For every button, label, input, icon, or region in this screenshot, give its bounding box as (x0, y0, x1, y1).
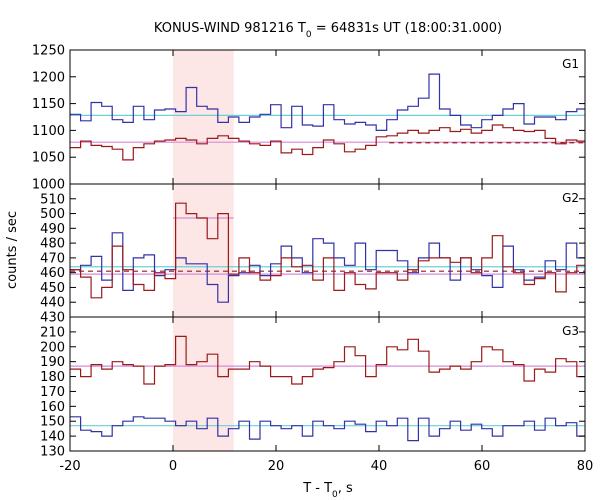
y-tick-label: 490 (40, 222, 65, 237)
y-tick-label: 190 (40, 355, 65, 370)
y-tick-label: 460 (40, 266, 65, 281)
y-tick-label: 1050 (32, 151, 65, 166)
series-blue-g3 (70, 416, 585, 442)
y-tick-label: 1150 (32, 97, 65, 112)
plot-area: 1000 1050 1100 1150 1200 1250 G1 43044045046047… (32, 44, 593, 475)
y-tick-label: 500 (40, 207, 65, 222)
y-tick-label: 210 (40, 325, 65, 340)
shaded-interval (173, 50, 234, 451)
x-tick-label: 60 (474, 459, 491, 474)
y-tick-label: 170 (40, 385, 65, 400)
y-tick-label: 150 (40, 415, 65, 430)
x-axis-label: T - T0, s (302, 481, 353, 500)
panel-frame (69, 49, 586, 185)
y-tick-label: 510 (40, 192, 65, 207)
y-tick-label: 200 (40, 340, 65, 355)
x-tick-label: 40 (371, 459, 388, 474)
y-axis-label: counts / sec (5, 211, 20, 289)
panel-label-g3: G3 (562, 324, 579, 338)
y-tick-label: 470 (40, 251, 65, 266)
series-red-g3 (70, 335, 585, 385)
panel-label-g2: G2 (562, 191, 579, 205)
y-tick-label: 1250 (32, 44, 65, 59)
series-red-g1 (70, 124, 585, 161)
series-red-g2 (70, 202, 585, 299)
y-tick-label: 130 (40, 445, 65, 460)
y-tick-label: 1100 (32, 124, 65, 139)
series-blue-g1 (70, 73, 585, 131)
series-blue-g2 (70, 232, 585, 303)
y-tick-label: 140 (40, 430, 65, 445)
y-tick-label: 480 (40, 237, 65, 252)
y-tick-label: 430 (40, 311, 65, 326)
x-tick-label: 0 (169, 459, 177, 474)
y-tick-label: 180 (40, 370, 65, 385)
x-tick-label: 80 (577, 459, 594, 474)
panel-label-g1: G1 (562, 57, 579, 71)
y-tick-label: 1200 (32, 70, 65, 85)
y-tick-label: 450 (40, 281, 65, 296)
y-tick-label: 160 (40, 400, 65, 415)
panel-frame (69, 316, 586, 452)
panel-g1: 1000 1050 1100 1150 1200 1250 G1 (32, 44, 586, 193)
y-tick-label: 1000 (32, 178, 65, 193)
x-tick-label: 20 (268, 459, 285, 474)
chart-title: KONUS-WIND 981216 T0 = 64831s UT (18:00:… (154, 21, 502, 40)
y-tick-label: 440 (40, 296, 65, 311)
panel-frame (69, 183, 586, 318)
x-tick-label: -20 (59, 459, 80, 474)
